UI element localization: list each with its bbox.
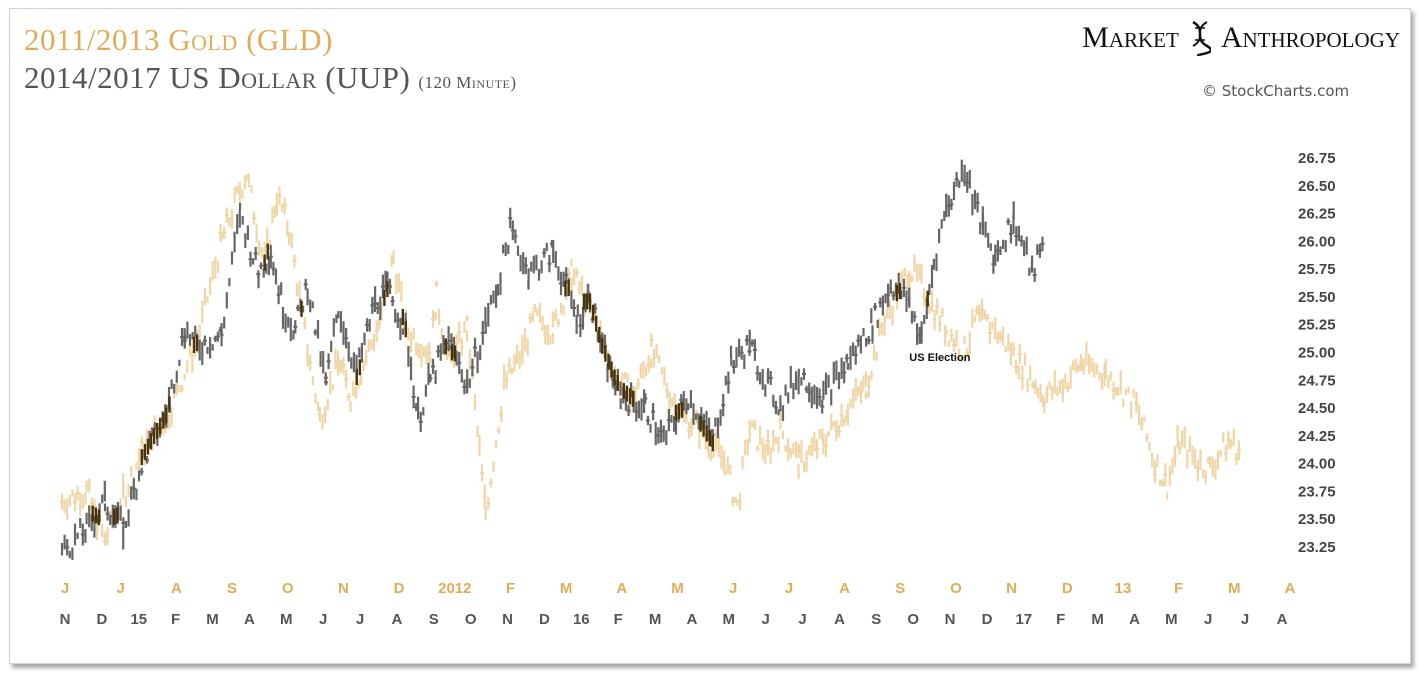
dollar-x-label: F [614, 611, 623, 628]
gold-x-label: M [671, 580, 684, 597]
chart-frame [9, 8, 1411, 664]
y-tick-label: 25.25 [1298, 317, 1336, 334]
y-tick-label: 23.50 [1298, 511, 1336, 528]
interval-note: (120 Minute) [418, 73, 517, 92]
gold-x-label: D [1062, 580, 1073, 597]
gold-x-label: J [117, 580, 125, 597]
y-tick-label: 26.75 [1298, 150, 1336, 167]
gold-series-title: 2011/2013 Gold (GLD) [24, 22, 333, 57]
y-tick-label: 23.25 [1298, 539, 1336, 556]
gold-x-label: M [560, 580, 573, 597]
dollar-x-label: M [649, 611, 662, 628]
dollar-x-label: J [798, 611, 806, 628]
y-tick-label: 26.00 [1298, 233, 1336, 250]
gold-x-label: M [1228, 580, 1241, 597]
dollar-x-label: M [1165, 611, 1178, 628]
dollar-series-title: 2014/2017 US Dollar (UUP) (120 Minute) [24, 60, 517, 96]
dollar-x-label: A [1277, 611, 1288, 628]
y-tick-label: 24.50 [1298, 400, 1336, 417]
y-tick-label: 24.75 [1298, 372, 1336, 389]
dollar-x-label: J [1241, 611, 1249, 628]
dollar-x-label: N [60, 611, 71, 628]
dollar-x-label: A [244, 611, 255, 628]
gold-x-label: O [282, 580, 294, 597]
dollar-x-label: M [723, 611, 736, 628]
y-tick-label: 24.25 [1298, 428, 1336, 445]
gold-x-label: S [895, 580, 905, 597]
dollar-x-label: 17 [1015, 611, 1032, 628]
gold-x-label: N [1006, 580, 1017, 597]
dollar-x-label: J [356, 611, 364, 628]
dollar-x-label: N [502, 611, 513, 628]
dollar-x-label: J [1204, 611, 1212, 628]
dollar-x-label: J [762, 611, 770, 628]
stockcharts-copyright: © StockCharts.com [1202, 82, 1350, 100]
dollar-x-label: A [1129, 611, 1140, 628]
gold-x-label: A [839, 580, 850, 597]
y-tick-label: 25.75 [1298, 261, 1336, 278]
y-tick-label: 25.00 [1298, 345, 1336, 362]
gold-x-label: O [950, 580, 962, 597]
brand-word-right: Anthropology [1220, 21, 1400, 54]
gold-x-label: J [785, 580, 793, 597]
dollar-x-label: S [429, 611, 439, 628]
dollar-x-label: D [96, 611, 107, 628]
dollar-x-label: M [206, 611, 219, 628]
gold-x-label: F [1174, 580, 1183, 597]
gold-x-label: A [171, 580, 182, 597]
dollar-x-label: J [319, 611, 327, 628]
gold-x-label: A [1285, 580, 1296, 597]
y-tick-label: 26.50 [1298, 178, 1336, 195]
dollar-x-label: O [907, 611, 919, 628]
dollar-x-label: F [171, 611, 180, 628]
gold-x-label: 2012 [438, 580, 471, 597]
dollar-x-label: D [982, 611, 993, 628]
dollar-x-label: A [686, 611, 697, 628]
dollar-x-label: M [280, 611, 293, 628]
gold-x-label: S [227, 580, 237, 597]
y-tick-label: 26.25 [1298, 206, 1336, 223]
gold-x-label: D [394, 580, 405, 597]
dollar-x-label: A [834, 611, 845, 628]
dollar-x-label: D [539, 611, 550, 628]
gold-x-label: J [61, 580, 69, 597]
gold-x-label: A [616, 580, 627, 597]
gold-x-label: J [729, 580, 737, 597]
dollar-x-label: F [1056, 611, 1065, 628]
dollar-x-label: A [391, 611, 402, 628]
dollar-x-label: S [871, 611, 881, 628]
dollar-x-label: M [1091, 611, 1104, 628]
dollar-x-label: O [465, 611, 477, 628]
y-tick-label: 25.50 [1298, 289, 1336, 306]
gold-x-label: F [506, 580, 515, 597]
gold-x-label: N [338, 580, 349, 597]
dollar-x-label: 16 [573, 611, 590, 628]
dollar-x-label: N [945, 611, 956, 628]
dollar-x-label: 15 [130, 611, 147, 628]
y-tick-label: 24.00 [1298, 456, 1336, 473]
dna-helix-icon [1192, 20, 1211, 56]
dollar-title-text: 2014/2017 US Dollar (UUP) [24, 60, 411, 95]
us-election-annotation: US Election [909, 352, 970, 364]
gold-x-label: 13 [1115, 580, 1132, 597]
brand-logo: Market Anthropology [1082, 20, 1400, 56]
brand-word-left: Market [1082, 21, 1179, 54]
y-tick-label: 23.75 [1298, 483, 1336, 500]
